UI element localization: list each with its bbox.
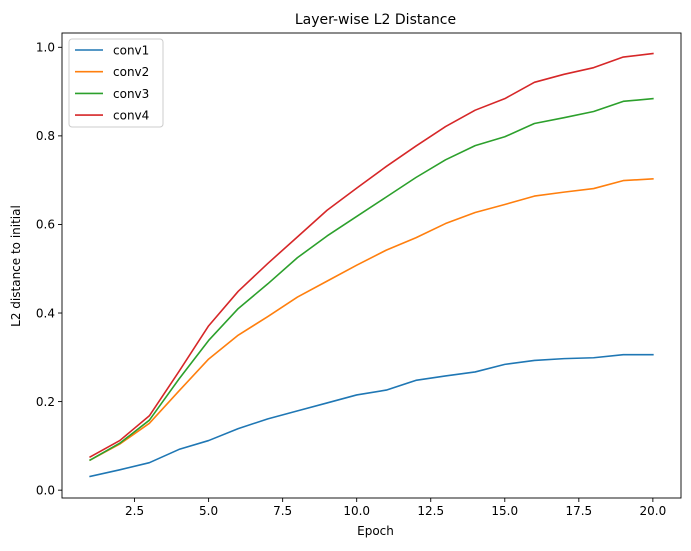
x-tick-label: 10.0 xyxy=(343,504,370,518)
x-tick-label: 20.0 xyxy=(640,504,667,518)
series-line-conv2 xyxy=(89,177,654,462)
legend-label-conv3: conv3 xyxy=(113,87,149,101)
chart-title: Layer-wise L2 Distance xyxy=(295,12,456,28)
y-tick-label: 0.6 xyxy=(36,218,55,232)
x-tick-label: 15.0 xyxy=(491,504,518,518)
y-tick-label: 1.0 xyxy=(36,41,55,55)
legend-label-conv1: conv1 xyxy=(113,44,149,58)
x-tick-label: 12.5 xyxy=(417,504,444,518)
series-line-conv3 xyxy=(89,97,654,462)
legend-label-conv2: conv2 xyxy=(113,65,149,79)
x-tick-label: 2.5 xyxy=(125,504,144,518)
y-tick-label: 0.4 xyxy=(36,306,55,320)
x-tick-label: 17.5 xyxy=(565,504,592,518)
y-axis-label: L2 distance to initial xyxy=(9,205,23,327)
y-tick-label: 0.2 xyxy=(36,395,55,409)
plot-area: 2.5 5.0 7.5 10.0 12.5 15.0 17.5 20.0 0.0 0.2 0.4 0.… xyxy=(36,32,682,518)
y-tick-label: 0.8 xyxy=(36,129,55,143)
legend-label-conv4: conv4 xyxy=(113,109,149,123)
x-tick-label: 7.5 xyxy=(273,504,292,518)
y-tick-label: 0.0 xyxy=(36,483,55,497)
legend-box xyxy=(68,38,164,128)
series-line-conv4 xyxy=(89,52,654,459)
series-line-conv1 xyxy=(89,353,654,478)
axes-frame xyxy=(61,32,682,499)
x-axis-label: Epoch xyxy=(357,524,394,538)
x-tick-label: 5.0 xyxy=(199,504,218,518)
